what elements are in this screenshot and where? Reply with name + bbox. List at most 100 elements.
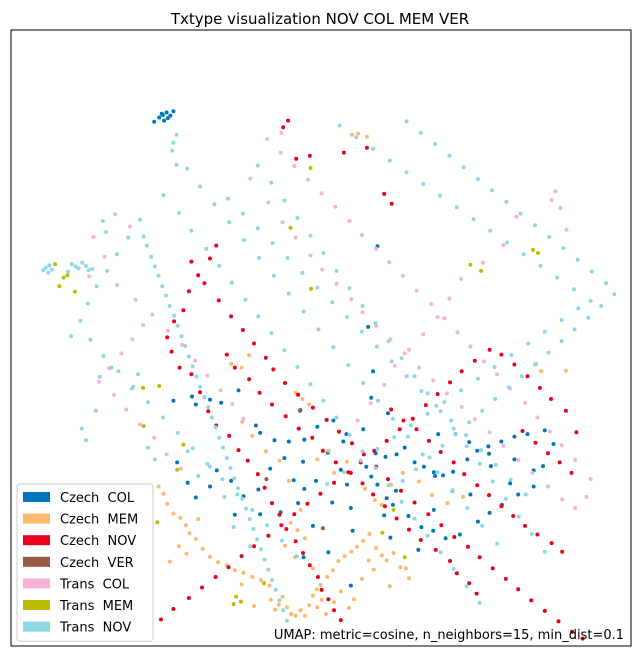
plot-frame bbox=[10, 29, 632, 647]
point-s4-0 bbox=[279, 130, 284, 135]
point-s6-218 bbox=[228, 466, 233, 470]
point-s2-8 bbox=[214, 243, 219, 248]
point-s0-103 bbox=[487, 451, 491, 456]
point-s1-70 bbox=[384, 558, 389, 563]
point-s6-36 bbox=[386, 339, 391, 344]
point-s0-99 bbox=[348, 583, 353, 588]
point-s4-89 bbox=[392, 363, 397, 368]
point-s4-64 bbox=[230, 401, 235, 406]
point-s2-119 bbox=[271, 367, 276, 372]
point-s0-44 bbox=[541, 464, 545, 469]
point-s0-49 bbox=[475, 519, 480, 524]
point-s0-14 bbox=[193, 402, 198, 407]
point-s6-126 bbox=[160, 415, 165, 420]
point-s6-66 bbox=[559, 318, 564, 323]
point-s6-147 bbox=[331, 345, 336, 350]
point-s1-49 bbox=[284, 605, 289, 610]
point-s2-70 bbox=[523, 523, 527, 528]
point-s6-89 bbox=[518, 211, 523, 216]
point-s4-9 bbox=[360, 310, 365, 315]
point-s6-233 bbox=[284, 618, 289, 623]
point-s1-13 bbox=[250, 433, 255, 438]
point-s1-17 bbox=[298, 507, 303, 512]
point-s2-81 bbox=[549, 397, 553, 401]
point-s4-82 bbox=[501, 243, 506, 247]
point-s6-70 bbox=[492, 365, 497, 369]
point-s6-248 bbox=[222, 494, 227, 499]
point-s1-74 bbox=[407, 576, 411, 581]
point-s6-249 bbox=[231, 525, 236, 530]
point-s0-53 bbox=[419, 525, 424, 530]
point-s2-11 bbox=[186, 289, 191, 294]
point-s2-30 bbox=[301, 551, 305, 555]
point-s2-84 bbox=[512, 362, 517, 367]
point-s1-53 bbox=[302, 613, 307, 618]
point-s1-54 bbox=[307, 603, 312, 608]
point-s6-14 bbox=[334, 415, 339, 420]
point-s0-102 bbox=[467, 440, 472, 445]
point-s1-48 bbox=[280, 594, 285, 599]
point-s1-30 bbox=[165, 501, 170, 506]
point-s2-105 bbox=[239, 554, 244, 559]
point-s0-90 bbox=[431, 507, 436, 512]
point-s2-86 bbox=[487, 347, 492, 352]
point-s2-52 bbox=[407, 527, 411, 532]
point-s1-56 bbox=[315, 605, 320, 610]
point-s0-52 bbox=[431, 528, 436, 533]
point-s2-63 bbox=[438, 450, 443, 454]
point-s6-234 bbox=[171, 140, 176, 145]
point-s4-38 bbox=[429, 302, 434, 307]
point-s1-96 bbox=[324, 612, 328, 616]
point-s6-179 bbox=[523, 492, 528, 497]
point-s6-138 bbox=[198, 184, 203, 189]
point-s2-108 bbox=[200, 585, 204, 590]
point-s6-178 bbox=[508, 477, 513, 482]
point-s0-55 bbox=[390, 502, 395, 507]
point-s5-18 bbox=[72, 289, 77, 294]
point-s1-81 bbox=[302, 536, 307, 541]
point-s0-56 bbox=[375, 482, 380, 487]
point-s1-2 bbox=[364, 134, 369, 139]
point-s0-106 bbox=[348, 506, 353, 510]
point-s2-57 bbox=[467, 581, 472, 586]
point-s4-44 bbox=[347, 219, 352, 223]
point-s6-7 bbox=[243, 297, 248, 302]
point-s6-136 bbox=[170, 148, 175, 153]
point-s6-185 bbox=[66, 269, 70, 274]
point-s2-111 bbox=[159, 617, 163, 622]
point-s0-60 bbox=[314, 478, 318, 483]
point-s2-42 bbox=[283, 414, 288, 419]
point-s6-96 bbox=[612, 292, 617, 297]
point-s1-38 bbox=[216, 560, 221, 565]
point-s0-69 bbox=[193, 495, 198, 500]
point-s1-47 bbox=[276, 602, 281, 607]
point-s2-71 bbox=[535, 532, 540, 537]
point-s1-34 bbox=[187, 531, 192, 536]
point-s1-80 bbox=[338, 589, 343, 594]
point-s1-71 bbox=[391, 551, 396, 555]
point-s4-1 bbox=[248, 176, 253, 181]
point-s1-20 bbox=[332, 470, 336, 475]
point-s6-112 bbox=[400, 478, 405, 483]
point-s2-80 bbox=[563, 408, 568, 413]
point-s2-131 bbox=[426, 512, 431, 517]
point-s5-5 bbox=[141, 424, 146, 429]
point-s2-114 bbox=[216, 298, 221, 303]
point-s4-20 bbox=[516, 458, 521, 462]
point-s1-75 bbox=[387, 584, 392, 589]
point-s0-87 bbox=[508, 481, 513, 486]
point-s6-219 bbox=[232, 476, 237, 481]
point-s5-3 bbox=[157, 384, 162, 388]
point-s6-115 bbox=[115, 252, 119, 257]
point-s0-11 bbox=[371, 369, 376, 374]
point-s6-135 bbox=[294, 554, 299, 559]
point-s0-42 bbox=[542, 428, 547, 433]
point-s1-62 bbox=[336, 559, 341, 563]
point-s5-16 bbox=[61, 275, 66, 280]
point-s6-216 bbox=[221, 445, 225, 450]
point-s0-81 bbox=[341, 439, 346, 444]
point-s1-16 bbox=[286, 478, 291, 483]
point-s6-172 bbox=[419, 389, 424, 393]
point-s6-46 bbox=[516, 514, 521, 519]
point-s2-90 bbox=[435, 392, 440, 397]
